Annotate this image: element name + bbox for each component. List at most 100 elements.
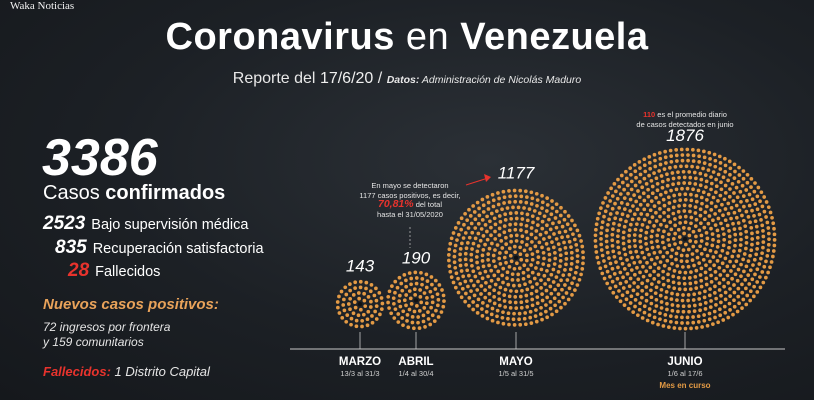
bubble-dot [667,232,671,237]
bubble-dot [467,273,471,278]
bubble-dot [622,224,627,229]
bubble-dot [485,237,490,242]
bubble-dot [721,175,726,180]
bubble-dot [705,236,710,241]
bubble-dot [498,285,503,290]
bubble-dot [737,301,741,306]
bubble-dot [762,264,767,269]
bubble-dot [761,229,765,233]
bubble-dot [659,222,663,227]
bubble-dot [522,263,527,268]
bubble-dot [597,211,601,216]
bubble-dot [497,226,502,231]
bubble-dot [722,197,727,202]
bubble-dot [507,200,512,204]
bubble-dot [602,214,606,219]
bubble-dot [476,297,481,302]
bubble-dot [658,293,663,298]
bubble-dot [633,183,638,188]
bubble-dot [622,247,627,251]
bubble-dot [627,284,632,289]
bubble-dot [654,285,659,290]
bubble-dot [756,185,761,190]
stat-label: Bajo supervisión médica [91,217,249,233]
bubble-dot [702,225,707,230]
bubble-dot [687,276,692,280]
bubble-dot [506,282,511,287]
subtitle-slash: / [377,70,383,87]
bubble-dot [593,233,598,238]
bubble-dot [563,268,567,272]
bubble-dot [547,235,552,240]
bubble-dot [519,300,524,305]
bubble-dot [758,285,763,290]
bubble-dot [677,287,682,291]
bubble-dot [481,234,486,238]
annotation-line: En mayo se detectaron [371,181,449,190]
annotation-arrow [465,177,489,186]
bubble-dot [486,207,491,211]
bubble-dot [616,239,620,244]
bubble-dot [356,291,361,295]
bubble-dot [753,181,757,185]
bubble-dot [669,254,674,259]
bubble-dot [611,290,616,295]
bubble-dot [716,198,720,203]
bubble-dot [635,207,640,212]
bubble-dot [621,230,626,235]
bubble-dot [393,307,398,312]
bubble-dot [647,173,651,178]
bubble-dot [603,196,608,200]
bubble-dot [407,307,412,312]
bubble-dot [412,287,417,292]
bubble-dot [612,272,617,276]
bubble-dot [692,263,696,268]
bubble-dot [530,240,534,244]
bubble-dot [605,269,610,274]
bubble-dot [607,217,611,222]
bubble-dot [626,191,630,196]
bubble-dot [387,306,391,310]
bubble-dot [721,213,725,218]
bubble-dot [491,253,496,258]
bubble-dot [400,288,405,293]
bubble-dot [654,210,658,215]
bubble-dot [603,264,608,269]
bubble-dot [727,229,731,233]
bubble-dot [678,240,683,245]
bubble-dot [528,315,533,320]
bubble-dot [720,261,725,266]
bubble-dot [594,227,598,232]
bubble-dot [668,314,673,318]
bubble-dot [637,195,642,200]
bubble-dot [569,261,574,266]
bubble-dot [748,253,752,258]
bubble-dot [680,315,684,320]
bubble-dot [429,275,434,279]
bubble-dot [551,245,556,250]
bubble-dot [755,267,760,272]
bubble-dot [470,247,474,251]
bubble-dot [539,278,543,283]
bubble-dot [545,196,549,201]
bubble-dot [642,163,647,168]
bubble-dot [606,222,610,227]
bubble-dot [771,221,776,226]
bubble-dot [509,233,514,238]
bubble-dot [504,260,508,265]
bubble-dot [502,195,507,200]
bubble-dot [645,203,650,207]
bubble-dot [693,239,698,244]
deaths-today: Fallecidos: 1 Distrito Capital [43,364,210,379]
bubble-dot [390,284,394,288]
bubble-dot [519,257,524,262]
bubble-dot [663,190,668,195]
bubble-dot [682,175,687,180]
bubble-dot [732,162,737,167]
bubble-dot [675,292,680,297]
bubble-dot [447,247,452,252]
bubble-dot [713,164,718,169]
bubble-dot [622,267,627,271]
bubble-dot [671,274,676,279]
bubble-dot [524,200,529,205]
